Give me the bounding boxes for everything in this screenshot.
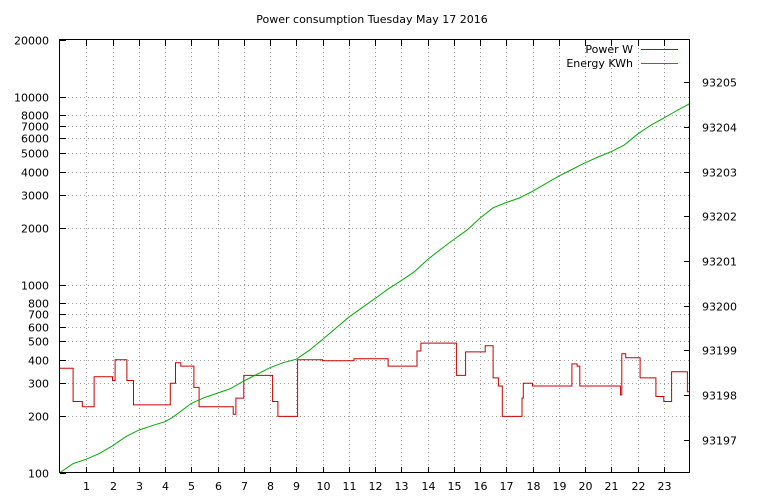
x-tick-label: 6 (215, 480, 222, 493)
x-axis: 1 2 3 4 5 6 7 8 9 10 11 12 13 14 15 16 17 18 19 20 21 22 23 (83, 40, 672, 493)
x-tick-label: 3 (136, 480, 143, 493)
x-tick-label: 23 (658, 480, 672, 493)
y-left-tick-label: 7000 (21, 121, 49, 134)
x-tick-label: 4 (162, 480, 169, 493)
y-left-tick-label: 700 (28, 309, 49, 322)
x-tick-label: 8 (267, 480, 274, 493)
y-left-tick-label: 500 (28, 336, 49, 349)
legend-label-power-w: Power W (585, 43, 633, 56)
x-tick-label: 1 (83, 480, 90, 493)
x-tick-label: 18 (527, 480, 541, 493)
x-tick-label: 16 (474, 480, 488, 493)
y-left-tick-label: 300 (28, 378, 49, 391)
x-tick-label: 9 (293, 480, 300, 493)
x-tick-label: 10 (317, 480, 331, 493)
grid-lines (60, 40, 690, 473)
y-left-tick-label: 800 (28, 298, 49, 311)
x-tick-label: 21 (605, 480, 619, 493)
y-left-tick-label: 100 (28, 468, 49, 481)
y-left-tick-label: 600 (28, 322, 49, 335)
series-line-power-w (60, 342, 690, 417)
y-right-tick-label: 93204 (702, 122, 737, 135)
x-tick-label: 2 (110, 480, 117, 493)
y-left-tick-label: 5000 (21, 148, 49, 161)
x-tick-label: 20 (579, 480, 593, 493)
x-tick-label: 22 (632, 480, 646, 493)
x-tick-label: 15 (448, 480, 462, 493)
x-tick-label: 13 (395, 480, 409, 493)
y-right-tick-label: 93200 (702, 301, 737, 314)
y-left-tick-label: 10000 (14, 92, 49, 105)
y-left-tick-label: 6000 (21, 133, 49, 146)
y-left-tick-label: 400 (28, 355, 49, 368)
y-right-tick-label: 93197 (702, 435, 737, 448)
legend-label-energy-kwh: Energy KWh (566, 57, 633, 70)
series-line-energy-kwh (59, 102, 691, 474)
x-tick-label: 12 (369, 480, 383, 493)
plot-border (59, 39, 690, 473)
x-tick-label: 17 (500, 480, 514, 493)
y-left-tick-label: 200 (28, 411, 49, 424)
x-tick-label: 7 (241, 480, 248, 493)
y-left-tick-label: 2000 (21, 223, 49, 236)
y-left-tick-label: 1000 (21, 280, 49, 293)
y-axis-right: 93197 93198 93199 93200 93201 93202 93203 93204… (684, 77, 737, 448)
plot-area (59, 102, 691, 474)
y-left-tick-label: 20000 (14, 35, 49, 48)
y-right-tick-label: 93205 (702, 77, 737, 90)
x-tick-label: 14 (422, 480, 436, 493)
y-right-tick-label: 93203 (702, 167, 737, 180)
y-right-tick-label: 93201 (702, 256, 737, 269)
y-left-tick-label: 4000 (21, 167, 49, 180)
x-tick-label: 11 (343, 480, 357, 493)
y-right-tick-label: 93198 (702, 390, 737, 403)
y-right-tick-label: 93199 (702, 345, 737, 358)
y-left-tick-label: 8000 (21, 110, 49, 123)
y-left-tick-label: 3000 (21, 190, 49, 203)
x-tick-label: 19 (553, 480, 567, 493)
chart-title: Power consumption Tuesday May 17 2016 (256, 13, 487, 26)
x-tick-label: 5 (188, 480, 195, 493)
y-right-tick-label: 93202 (702, 211, 737, 224)
